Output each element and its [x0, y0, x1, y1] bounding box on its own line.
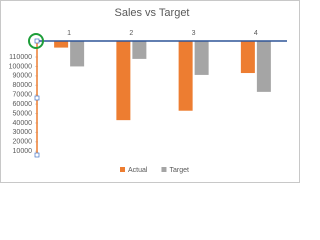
chart: Sales vs Target 10000 20000 30000 40000 5000… — [0, 0, 300, 183]
y-tick-label: 60000 — [13, 101, 33, 108]
bar — [132, 41, 147, 59]
selection-handle — [34, 152, 40, 158]
bar — [240, 41, 255, 74]
legend-label: Actual — [128, 167, 148, 174]
chart-title: Sales vs Target — [114, 7, 189, 19]
y-tick-label: 40000 — [13, 120, 33, 127]
y-tick-label: 90000 — [13, 73, 33, 80]
y-tick-label: 50000 — [13, 110, 33, 117]
legend-swatch — [120, 167, 125, 172]
y-tick-label: 30000 — [13, 129, 33, 136]
highlight-circle — [28, 33, 44, 49]
y-tick-label: 110000 — [9, 54, 32, 61]
y-tick-label: 70000 — [13, 92, 33, 99]
bar — [70, 41, 85, 67]
x-tick-label: 4 — [254, 30, 258, 37]
y-tick-label: 100000 — [9, 63, 32, 70]
bar — [54, 41, 69, 48]
x-tick-label: 3 — [192, 30, 196, 37]
selection-handle — [34, 95, 40, 101]
legend-label: Target — [169, 167, 189, 174]
y-tick-label: 80000 — [13, 82, 33, 89]
bar — [178, 41, 193, 111]
x-tick-label: 1 — [67, 30, 71, 37]
legend-swatch — [161, 167, 167, 172]
chart-border — [0, 0, 300, 183]
y-tick-label: 10000 — [13, 148, 33, 155]
x-tick-label: 2 — [129, 30, 133, 37]
y-tick-label: 20000 — [13, 139, 33, 146]
bar — [256, 41, 271, 92]
selection-handle — [34, 38, 40, 44]
bar — [116, 41, 131, 121]
bar — [194, 41, 209, 75]
